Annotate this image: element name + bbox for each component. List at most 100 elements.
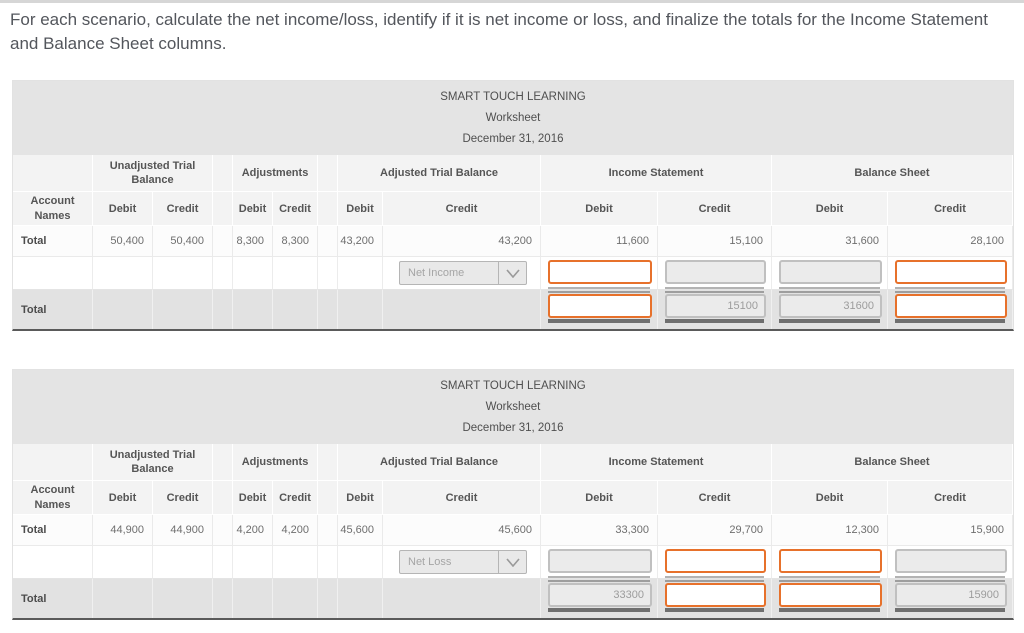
spacer-cell <box>318 481 338 516</box>
empty-cell <box>233 257 273 291</box>
single-rule <box>779 580 880 583</box>
spacer-cell <box>318 192 338 227</box>
net-label-cell: Net Loss <box>383 546 541 580</box>
single-rule <box>895 576 1005 579</box>
single-rule <box>548 576 650 579</box>
final-bs-debit-cell <box>772 579 888 619</box>
spacer-cell <box>213 257 233 291</box>
spacer-cell <box>213 290 233 330</box>
total-is-credit: 15,100 <box>658 226 772 258</box>
top-divider <box>0 0 1024 3</box>
spacer-cell <box>213 579 233 619</box>
col-header-credit: Credit <box>383 481 541 516</box>
company-name: SMART TOUCH LEARNING <box>440 380 586 393</box>
total-adj-credit: 4,200 <box>273 515 318 547</box>
spacer-cell <box>213 546 233 580</box>
single-rule <box>665 576 764 579</box>
spacer-cell <box>318 257 338 291</box>
net-bs-credit-input[interactable] <box>895 260 1007 285</box>
net-is-debit-input[interactable] <box>548 260 652 285</box>
final-is-debit-input <box>548 583 652 608</box>
col-header-credit: Credit <box>888 192 1013 227</box>
net-is-debit-cell <box>541 257 658 291</box>
col-header-debit: Debit <box>541 192 658 227</box>
net-is-credit-input[interactable] <box>665 549 766 574</box>
double-rule <box>548 608 650 613</box>
net-label-cell: Net Income <box>383 257 541 291</box>
single-rule <box>548 291 650 294</box>
col-header-debit: Debit <box>338 481 383 516</box>
empty-cell <box>93 546 153 580</box>
single-rule <box>779 291 880 294</box>
net-bs-credit-cell <box>888 257 1013 291</box>
empty-cell <box>153 546 213 580</box>
net-is-credit-cell <box>658 257 772 291</box>
single-rule <box>548 580 650 583</box>
total-atb-credit: 43,200 <box>383 226 541 258</box>
worksheet-grid: Unadjusted Trial Balance Adjustments Adj… <box>13 444 1013 619</box>
col-header-credit: Credit <box>658 481 772 516</box>
final-bs-credit-input <box>895 583 1007 608</box>
net-bs-credit-cell <box>888 546 1013 580</box>
worksheet-date: December 31, 2016 <box>462 422 564 435</box>
col-header-debit: Debit <box>772 192 888 227</box>
col-header-account-names: Account Names <box>13 481 93 516</box>
total-atb-debit: 45,600 <box>338 515 383 547</box>
net-is-debit-input <box>548 549 652 574</box>
final-bs-debit-input[interactable] <box>779 583 882 608</box>
col-header-debit: Debit <box>541 481 658 516</box>
empty-cell <box>153 290 213 330</box>
instructions-text: For each scenario, calculate the net inc… <box>10 10 988 54</box>
single-rule <box>779 287 880 290</box>
worksheet-scenario-2: SMART TOUCH LEARNING Worksheet December … <box>12 369 1014 621</box>
total-adj-debit: 8,300 <box>233 226 273 258</box>
final-bs-credit-input[interactable] <box>895 294 1007 319</box>
col-group-adjusted-trial-balance: Adjusted Trial Balance <box>338 444 541 482</box>
single-rule <box>895 287 1005 290</box>
empty-cell <box>273 257 318 291</box>
dropdown-selected-label: Net Loss <box>408 556 452 569</box>
total-utb-debit: 44,900 <box>93 515 153 547</box>
final-total-label: Total <box>13 290 93 330</box>
col-header-debit: Debit <box>93 481 153 516</box>
spacer-cell <box>318 515 338 547</box>
net-bs-debit-input[interactable] <box>779 549 882 574</box>
total-is-debit: 11,600 <box>541 226 658 258</box>
final-is-debit-input[interactable] <box>548 294 652 319</box>
single-rule <box>665 580 764 583</box>
net-income-loss-dropdown: Net Income <box>399 261 527 286</box>
empty-cell <box>383 290 541 330</box>
worksheet-scenario-1: SMART TOUCH LEARNING Worksheet December … <box>12 80 1014 332</box>
single-rule <box>895 291 1005 294</box>
worksheet-title-block: SMART TOUCH LEARNING Worksheet December … <box>13 81 1013 156</box>
worksheet-subtitle: Worksheet <box>485 401 541 414</box>
final-is-credit-input[interactable] <box>665 583 766 608</box>
empty-cell <box>338 257 383 291</box>
col-group-balance-sheet: Balance Sheet <box>772 444 1013 482</box>
worksheet-title-block: SMART TOUCH LEARNING Worksheet December … <box>13 370 1013 445</box>
worksheet-date: December 31, 2016 <box>462 133 564 146</box>
double-rule <box>665 608 764 613</box>
double-rule <box>665 319 764 324</box>
single-rule <box>665 291 764 294</box>
final-is-debit-cell <box>541 290 658 330</box>
col-header-credit: Credit <box>658 192 772 227</box>
net-bs-credit-input <box>895 549 1007 574</box>
col-group-income-statement: Income Statement <box>541 444 772 482</box>
col-header-debit: Debit <box>93 192 153 227</box>
col-group-adjusted-trial-balance: Adjusted Trial Balance <box>338 155 541 193</box>
worksheet-subtitle: Worksheet <box>485 112 541 125</box>
empty-cell <box>13 257 93 291</box>
net-is-debit-cell <box>541 546 658 580</box>
col-group-adjustments: Adjustments <box>233 444 318 482</box>
total-utb-credit: 44,900 <box>153 515 213 547</box>
col-header-credit: Credit <box>273 481 318 516</box>
dropdown-selected-label: Net Income <box>408 267 465 280</box>
final-bs-debit-input <box>779 294 882 319</box>
empty-cell <box>233 546 273 580</box>
col-group-income-statement: Income Statement <box>541 155 772 193</box>
double-rule <box>548 319 650 324</box>
total-atb-debit: 43,200 <box>338 226 383 258</box>
spacer-cell <box>213 444 233 482</box>
col-header-credit: Credit <box>153 481 213 516</box>
